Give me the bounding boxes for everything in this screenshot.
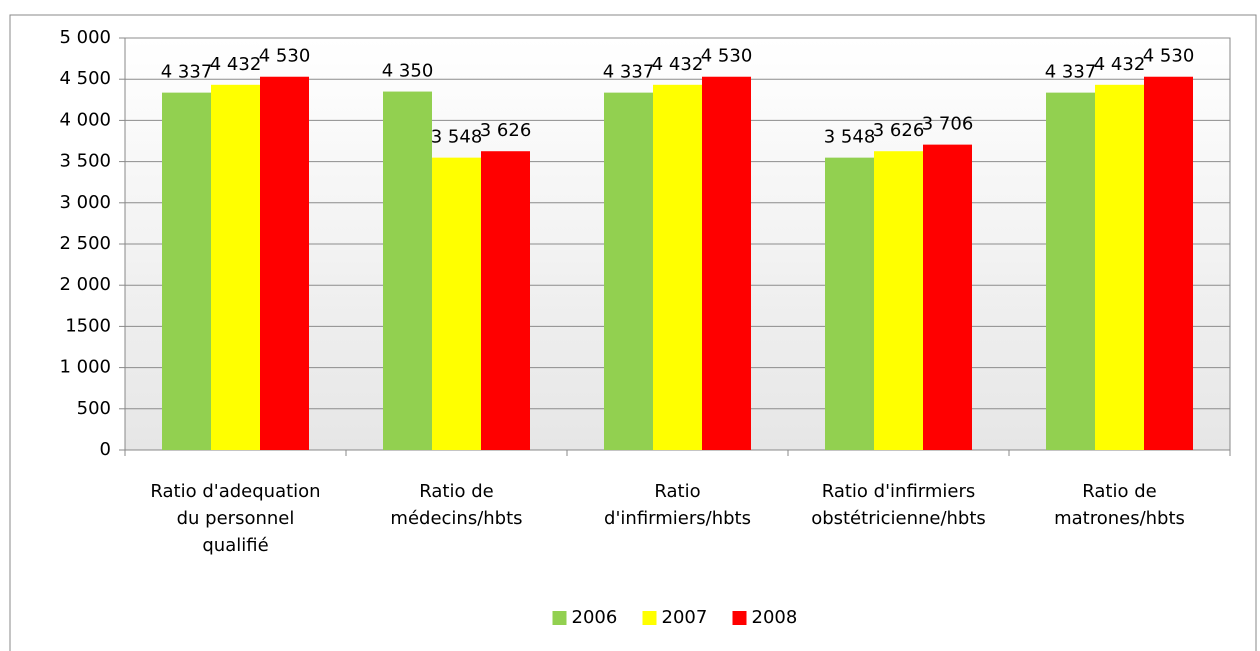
data-label: 3 626 <box>480 120 532 141</box>
x-tick-label-line: médecins/hbts <box>390 508 522 529</box>
bar <box>162 92 211 451</box>
y-tick-label: 4 500 <box>59 68 111 89</box>
x-tick-label-line: Ratio de <box>419 481 493 502</box>
x-tick-label-line: qualifié <box>202 535 268 556</box>
data-label: 4 337 <box>1045 62 1097 83</box>
x-tick-label: Ratio d'infirmiers/hbts <box>604 481 751 529</box>
data-label: 4 432 <box>652 54 704 75</box>
x-tick-label-line: Ratio d'infirmiers <box>822 481 976 502</box>
bar <box>481 151 530 451</box>
bar <box>260 76 309 450</box>
bar <box>874 151 923 451</box>
y-tick-label: 3 000 <box>59 192 111 213</box>
data-label: 3 548 <box>824 127 876 148</box>
bar <box>653 84 702 451</box>
y-tick-label: 1500 <box>65 315 111 336</box>
x-tick-label-line: Ratio d'adequation <box>150 481 320 502</box>
bar <box>604 92 653 451</box>
legend-label: 2006 <box>572 607 618 628</box>
x-tick-label-line: obstétricienne/hbts <box>811 508 986 529</box>
y-tick-label: 4 000 <box>59 109 111 130</box>
bar <box>825 157 874 450</box>
bar <box>432 157 481 450</box>
data-label: 4 432 <box>210 54 262 75</box>
y-tick-label: 1 000 <box>59 357 111 378</box>
data-label: 3 706 <box>922 114 974 135</box>
data-label: 4 530 <box>259 46 311 67</box>
x-tick-label-line: Ratio de <box>1082 481 1156 502</box>
y-tick-label: 5 000 <box>59 27 111 48</box>
y-tick-label: 2 000 <box>59 274 111 295</box>
data-label: 4 337 <box>603 62 655 83</box>
bar <box>923 144 972 450</box>
bar <box>1144 76 1193 450</box>
y-tick-label: 3 500 <box>59 151 111 172</box>
bar <box>702 76 751 450</box>
legend-swatch <box>552 611 567 625</box>
x-tick-label-line: Ratio <box>654 481 700 502</box>
data-label: 4 530 <box>1143 46 1195 67</box>
x-tick-label: Ratio d'adequation du personnel qualifié <box>150 481 320 556</box>
x-tick-label: Ratio de matrones/hbts <box>1054 481 1185 529</box>
x-tick-label-line: du personnel <box>177 508 295 529</box>
legend-swatch <box>642 611 657 625</box>
data-label: 4 530 <box>701 46 753 67</box>
x-tick-label-line: matrones/hbts <box>1054 508 1185 529</box>
bar <box>383 91 432 450</box>
legend-label: 2008 <box>752 607 798 628</box>
x-tick-label-line: d'infirmiers/hbts <box>604 508 751 529</box>
bar <box>1095 84 1144 451</box>
y-tick-label: 500 <box>77 398 111 419</box>
data-label: 3 626 <box>873 120 925 141</box>
data-label: 4 350 <box>382 61 434 82</box>
legend-swatch <box>732 611 747 625</box>
data-label: 4 432 <box>1094 54 1146 75</box>
x-tick-label: Ratio de médecins/hbts <box>390 481 522 529</box>
bar <box>1046 92 1095 451</box>
bar <box>211 84 260 451</box>
y-tick-label: 2 500 <box>59 233 111 254</box>
x-tick-label: Ratio d'infirmiers obstétricienne/hbts <box>811 481 986 529</box>
data-label: 3 548 <box>431 127 483 148</box>
legend-label: 2007 <box>662 607 708 628</box>
y-tick-label: 0 <box>100 439 111 460</box>
data-label: 4 337 <box>161 62 213 83</box>
